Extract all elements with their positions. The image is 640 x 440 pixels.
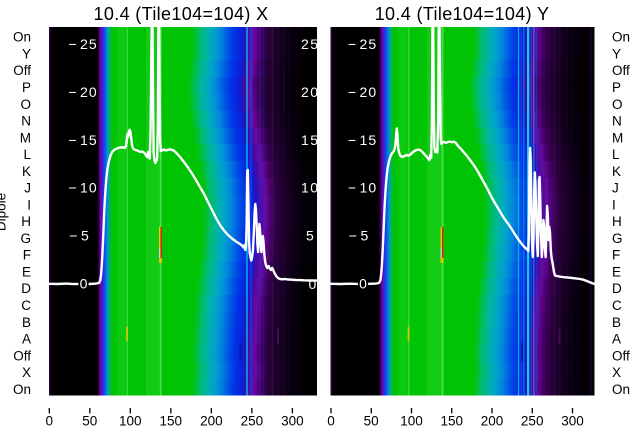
svg-text:150: 150 xyxy=(160,414,183,429)
svg-text:C: C xyxy=(21,298,31,313)
svg-text:20: 20 xyxy=(301,84,320,100)
svg-text:200: 200 xyxy=(481,414,504,429)
svg-text:−15: −15 xyxy=(68,132,97,148)
svg-text:−25: −25 xyxy=(348,36,377,52)
svg-text:O: O xyxy=(20,97,31,112)
svg-text:F: F xyxy=(23,248,31,263)
svg-text:Off: Off xyxy=(13,63,31,78)
svg-text:F: F xyxy=(612,248,620,263)
svg-text:10.4 (Tile104=104) X: 10.4 (Tile104=104) X xyxy=(94,4,269,24)
svg-text:0: 0 xyxy=(46,414,54,429)
svg-text:0: 0 xyxy=(309,276,317,292)
svg-text:300: 300 xyxy=(281,414,304,429)
svg-text:J: J xyxy=(24,181,31,196)
svg-text:300: 300 xyxy=(561,414,584,429)
svg-text:Dipole: Dipole xyxy=(0,193,9,231)
svg-text:K: K xyxy=(22,164,31,179)
svg-text:L: L xyxy=(612,147,620,162)
svg-text:C: C xyxy=(612,298,622,313)
svg-text:−10: −10 xyxy=(348,180,377,196)
svg-text:50: 50 xyxy=(364,414,379,429)
svg-text:25: 25 xyxy=(301,36,320,52)
svg-text:I: I xyxy=(27,197,31,212)
svg-text:On: On xyxy=(13,382,31,397)
svg-text:X: X xyxy=(612,365,621,380)
svg-text:Off: Off xyxy=(612,63,630,78)
svg-text:A: A xyxy=(22,332,31,347)
svg-text:N: N xyxy=(21,114,31,129)
svg-text:D: D xyxy=(21,281,31,296)
svg-text:−20: −20 xyxy=(68,84,97,100)
svg-text:On: On xyxy=(13,30,31,45)
svg-text:5: 5 xyxy=(306,228,314,244)
svg-text:On: On xyxy=(612,30,630,45)
svg-text:X: X xyxy=(22,365,31,380)
svg-text:50: 50 xyxy=(82,414,97,429)
svg-text:D: D xyxy=(612,281,622,296)
svg-text:200: 200 xyxy=(200,414,223,429)
svg-text:M: M xyxy=(612,130,623,145)
svg-text:0: 0 xyxy=(359,276,367,292)
svg-text:−20: −20 xyxy=(348,84,377,100)
svg-text:L: L xyxy=(23,147,31,162)
svg-text:250: 250 xyxy=(241,414,264,429)
svg-text:100: 100 xyxy=(119,414,142,429)
svg-text:−15: −15 xyxy=(348,132,377,148)
svg-text:E: E xyxy=(612,265,621,280)
svg-text:E: E xyxy=(22,265,31,280)
svg-text:0: 0 xyxy=(327,414,335,429)
svg-text:Off: Off xyxy=(612,348,630,363)
svg-text:M: M xyxy=(20,130,31,145)
svg-text:Y: Y xyxy=(22,47,31,62)
svg-text:0: 0 xyxy=(80,276,88,292)
svg-text:J: J xyxy=(612,181,619,196)
svg-text:150: 150 xyxy=(441,414,464,429)
svg-text:G: G xyxy=(612,231,623,246)
svg-text:15: 15 xyxy=(301,132,320,148)
svg-text:B: B xyxy=(22,315,31,330)
svg-text:100: 100 xyxy=(400,414,423,429)
svg-text:O: O xyxy=(612,97,623,112)
svg-text:On: On xyxy=(612,382,630,397)
svg-text:H: H xyxy=(612,214,622,229)
svg-text:A: A xyxy=(612,332,621,347)
svg-text:Off: Off xyxy=(13,348,31,363)
svg-text:P: P xyxy=(612,80,621,95)
svg-text:−25: −25 xyxy=(68,36,97,52)
svg-text:Y: Y xyxy=(612,47,621,62)
svg-text:K: K xyxy=(612,164,621,179)
svg-text:B: B xyxy=(612,315,621,330)
svg-text:10: 10 xyxy=(301,180,320,196)
svg-text:N: N xyxy=(612,114,622,129)
svg-text:H: H xyxy=(21,214,31,229)
svg-text:P: P xyxy=(22,80,31,95)
svg-text:10.4 (Tile104=104) Y: 10.4 (Tile104=104) Y xyxy=(375,4,550,24)
svg-text:−10: −10 xyxy=(68,180,97,196)
svg-text:I: I xyxy=(612,197,616,212)
svg-text:G: G xyxy=(20,231,31,246)
svg-text:250: 250 xyxy=(521,414,544,429)
